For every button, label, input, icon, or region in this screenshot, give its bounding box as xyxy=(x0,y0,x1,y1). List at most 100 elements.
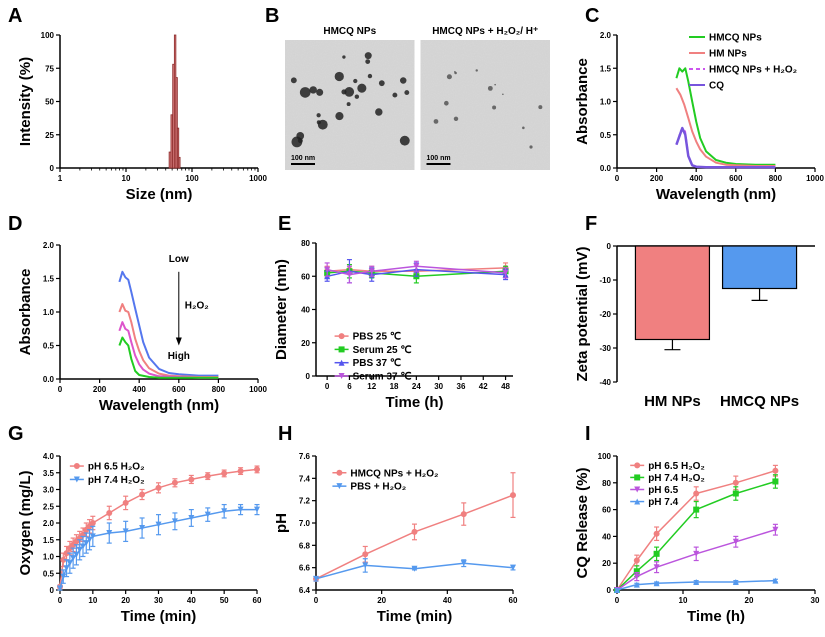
particle xyxy=(375,108,383,116)
legend-g: pH 6.5 H₂O₂ pH 7.4 H₂O₂ xyxy=(69,462,145,486)
data-point xyxy=(66,560,73,567)
y-tick-label: 40 xyxy=(301,306,310,315)
data-point xyxy=(221,508,228,515)
legend-h: HMCQ NPs + H₂O₂ PBS + H₂O₂ xyxy=(332,468,438,493)
x-tick-label: 42 xyxy=(479,382,488,391)
category-label: HM NPs xyxy=(644,393,701,410)
y-axis-title: Absorbance xyxy=(574,58,591,145)
y-tick-label: 6.6 xyxy=(299,564,311,573)
y-tick-label: 75 xyxy=(45,64,54,73)
panel-letter-b: B xyxy=(265,5,279,27)
particle xyxy=(344,87,355,97)
x-tick-label: 60 xyxy=(509,596,518,605)
x-tick-label: 60 xyxy=(253,596,262,605)
particle xyxy=(290,77,297,84)
legend-entry: HMCQ NPs + H₂O₂ xyxy=(350,468,438,479)
particle xyxy=(353,78,358,84)
y-tick-label: 3.0 xyxy=(43,486,55,495)
particle xyxy=(357,83,367,93)
tem-images: 100 nm HMCQ NPs 100 nm HMCQ NPs + H₂O₂/ H⁺ xyxy=(285,26,550,170)
particle xyxy=(316,113,321,118)
zeta-bar xyxy=(634,245,711,341)
histogram-bar xyxy=(176,127,180,169)
x-tick-label: 200 xyxy=(93,385,107,394)
y-tick-label: 0 xyxy=(306,372,311,381)
scale-bar-label: 100 nm xyxy=(291,155,315,162)
arrow-head xyxy=(175,337,182,346)
data-point xyxy=(633,573,640,580)
y-tick-label: 50 xyxy=(45,98,54,107)
particle xyxy=(399,77,407,84)
x-tick-label: 0 xyxy=(58,596,63,605)
series-line xyxy=(118,336,219,379)
y-axis-title: pH xyxy=(273,513,290,533)
data-point xyxy=(732,578,739,585)
x-tick-label: 400 xyxy=(133,385,147,394)
y-axis-title: Zeta potential (mV) xyxy=(574,246,591,381)
y-tick-label: -10 xyxy=(599,276,611,285)
x-tick-label: 0 xyxy=(325,382,330,391)
tem-label: HMCQ NPs + H₂O₂/ H⁺ xyxy=(432,26,538,37)
panel-h-axes: 6.4 6.6 6.8 7.0 7.2 7.4 7.6 0 20 40 60 Time (min) pH xyxy=(273,452,518,625)
data-point xyxy=(139,491,146,498)
particle xyxy=(487,85,493,91)
data-point xyxy=(413,263,420,270)
series-line xyxy=(616,480,776,591)
y-tick-label: 7.6 xyxy=(299,452,311,461)
x-tick-label: 30 xyxy=(811,596,820,605)
panel-letter-d: D xyxy=(8,213,22,235)
y-tick-label: 100 xyxy=(41,31,55,40)
data-point xyxy=(89,520,96,526)
legend-entry: pH 6.5 H₂O₂ xyxy=(648,461,705,472)
series-line xyxy=(118,270,219,377)
series-c-1 xyxy=(675,87,776,167)
data-point xyxy=(237,468,244,475)
y-tick-label: 0 xyxy=(607,242,612,251)
x-tick-label: 1000 xyxy=(806,174,824,183)
x-tick-label: 0 xyxy=(615,174,620,183)
tem-noise xyxy=(420,40,550,170)
data-point xyxy=(79,543,86,550)
data-point xyxy=(204,511,211,518)
legend-entry: pH 7.4 H₂O₂ xyxy=(648,473,705,484)
series-line xyxy=(675,87,776,167)
data-point xyxy=(772,467,779,474)
data-point xyxy=(362,562,369,569)
data-point xyxy=(106,530,113,537)
y-tick-label: 40 xyxy=(602,532,611,541)
y-tick-label: 1.5 xyxy=(600,64,612,73)
annotation-low: Low xyxy=(169,254,189,265)
x-axis-title: Size (nm) xyxy=(126,186,193,203)
legend-entry: pH 6.5 H₂O₂ xyxy=(88,462,145,473)
data-point xyxy=(171,479,178,486)
particle xyxy=(342,55,346,59)
data-point xyxy=(634,462,641,469)
histogram-bar xyxy=(175,77,178,169)
legend-e: PBS 25 ℃ Serum 25 ℃ PBS 37 ℃ Serum 37 ℃ xyxy=(334,332,412,383)
y-tick-label: 60 xyxy=(301,272,310,281)
y-tick-label: 2.5 xyxy=(43,502,55,511)
y-tick-label: 6.8 xyxy=(299,541,311,550)
x-axis-title: Wavelength (nm) xyxy=(656,186,776,203)
legend-entry: pH 7.4 H₂O₂ xyxy=(88,475,145,486)
panel-a-axes: 0 25 50 75 100 1 10 100 1000 Size (nm) Intensity (… xyxy=(17,31,267,203)
data-point xyxy=(139,525,146,532)
data-point xyxy=(188,476,195,483)
series-i-1 xyxy=(614,474,779,593)
y-axis-title: Intensity (%) xyxy=(17,57,34,146)
x-tick-label: 36 xyxy=(457,382,466,391)
particle xyxy=(502,93,504,96)
category-label: HMCQ NPs xyxy=(720,393,799,410)
data-point xyxy=(86,536,93,543)
data-point xyxy=(73,463,80,470)
legend-entry: HM NPs xyxy=(709,49,747,60)
data-point xyxy=(772,577,779,584)
x-tick-label: 1000 xyxy=(249,385,267,394)
data-point xyxy=(634,498,641,505)
y-tick-label: 6.4 xyxy=(299,586,311,595)
x-axis-title: Time (h) xyxy=(385,394,443,411)
particle xyxy=(341,89,347,95)
y-tick-label: -40 xyxy=(599,378,611,387)
data-point xyxy=(122,528,129,535)
panel-letter-a: A xyxy=(8,5,22,27)
